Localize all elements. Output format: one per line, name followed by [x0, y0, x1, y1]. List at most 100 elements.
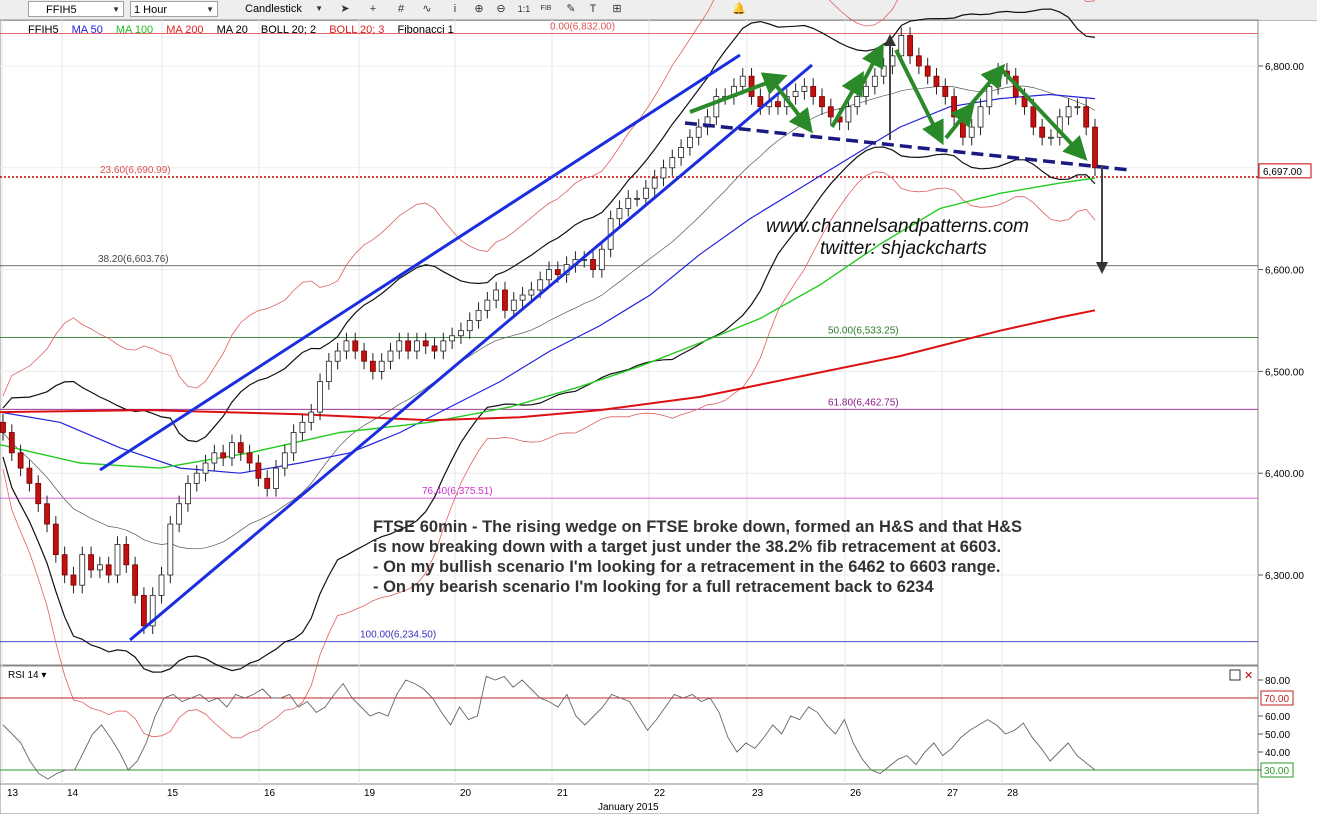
hs-arrow	[966, 63, 1006, 110]
indicator-symbol[interactable]: FFIH5	[28, 24, 59, 36]
candle-body	[880, 65, 887, 77]
watermark-text: www.channelsandpatterns.com	[766, 216, 1029, 237]
candle-body	[898, 35, 905, 57]
candle-body	[581, 259, 588, 261]
candle-body	[158, 574, 165, 596]
candle-body	[739, 75, 746, 87]
candle-body	[651, 177, 658, 189]
symbol-text: FFIH5	[46, 4, 77, 16]
candle-body	[634, 197, 640, 200]
indicator-fibonacci[interactable]: Fibonacci 1	[397, 24, 454, 36]
candle-body	[229, 442, 235, 459]
candle-body	[942, 85, 949, 97]
candle-body	[871, 75, 878, 87]
ruler-icon[interactable]: ⊞	[612, 3, 622, 15]
candle-body	[246, 452, 253, 464]
crosshair-icon[interactable]: +	[369, 3, 377, 15]
interval-selector[interactable]: 1 Hour ▼	[130, 1, 218, 17]
indicator-ma20[interactable]: MA 20	[216, 24, 248, 36]
candle-body	[70, 574, 77, 586]
x-tick-label: 28	[1007, 788, 1019, 799]
fibonacci-button[interactable]: FIB	[540, 5, 552, 12]
hs-arrow	[770, 78, 813, 134]
candle-body	[678, 147, 684, 159]
candle-body	[827, 106, 834, 118]
candle-body	[1083, 106, 1090, 128]
candle-body	[325, 360, 332, 382]
y-tick-label: 6,700.00	[1265, 164, 1304, 175]
line-tool-icon[interactable]: ∿	[422, 3, 432, 15]
candle-body	[968, 126, 975, 138]
scale-button[interactable]: 1:1	[517, 4, 531, 14]
candle-body	[933, 75, 940, 87]
chevron-down-icon: ▼	[315, 4, 323, 13]
candle-body	[546, 269, 552, 281]
candle-body	[466, 320, 473, 332]
watermark-text: twitter: shjackcharts	[820, 238, 987, 259]
candle-body	[748, 75, 755, 97]
fib-label: 50.00(6,533.25)	[828, 326, 899, 337]
zoom-out-icon[interactable]: ⊖	[496, 3, 506, 15]
candle-body	[537, 279, 544, 291]
indicator-ma100[interactable]: MA 100	[115, 24, 154, 36]
x-tick-label: 23	[752, 788, 764, 799]
candle-body	[757, 96, 764, 108]
indicator-boll3[interactable]: BOLL 20; 3	[329, 24, 385, 36]
y-tick-label: 6,600.00	[1265, 266, 1304, 277]
candle-body	[176, 503, 183, 525]
candle-body	[405, 340, 411, 352]
alert-icon[interactable]: 🔔	[732, 3, 746, 15]
zoom-in-icon[interactable]: ⊕	[474, 3, 484, 15]
hs-arrow	[894, 49, 944, 146]
hs-arrow	[689, 72, 788, 114]
candle-body	[528, 289, 535, 296]
y-tick-label: 6,300.00	[1265, 571, 1304, 582]
candle-body	[17, 452, 24, 469]
candle-body	[625, 197, 632, 209]
candle-body	[237, 442, 244, 454]
boll3-upper-line	[2, 0, 1096, 396]
indicator-ma50[interactable]: MA 50	[71, 24, 103, 36]
candle-body	[8, 432, 15, 454]
grid-icon[interactable]: #	[397, 3, 405, 15]
candle-body	[493, 289, 500, 301]
close-icon[interactable]: ✕	[1244, 670, 1253, 682]
candle-body	[924, 65, 931, 77]
candle-body	[281, 452, 288, 469]
candle-body	[792, 91, 799, 97]
candle-body	[563, 264, 570, 276]
info-icon[interactable]: i	[453, 3, 457, 15]
candle-body	[422, 340, 429, 347]
indicator-ma200[interactable]: MA 200	[166, 24, 204, 36]
candle-body	[484, 299, 491, 311]
fib-label: 76.40(6,375.51)	[422, 486, 493, 497]
text-icon[interactable]: T	[589, 3, 597, 15]
candle-body	[114, 544, 121, 576]
ma50-line	[0, 93, 1096, 474]
candle-body	[554, 269, 561, 276]
candle-body	[713, 96, 720, 118]
candle-body	[290, 432, 297, 454]
symbol-selector[interactable]: FFIH5 ▼	[28, 1, 124, 17]
cursor-icon[interactable]: ➤	[340, 3, 350, 15]
candle-body	[334, 350, 341, 362]
candle-body	[502, 289, 508, 311]
candle-body	[308, 411, 315, 423]
candle-body	[96, 564, 103, 571]
hs-arrow	[856, 42, 884, 93]
candle-body	[845, 106, 852, 123]
candle-body	[475, 309, 482, 321]
draw-icon[interactable]: ✎	[566, 3, 576, 15]
rsi-y-tick-label: 50.00	[1265, 730, 1290, 741]
candle-body	[431, 345, 438, 352]
chart-style-selector[interactable]: Candlestick ▼	[226, 1, 326, 17]
fib-label: 23.60(6,690.99)	[100, 165, 171, 176]
indicator-boll2[interactable]: BOLL 20; 2	[260, 24, 317, 36]
maximize-icon[interactable]	[1229, 669, 1241, 681]
annotation-line: - On my bearish scenario I'm looking for…	[373, 578, 934, 596]
candle-body	[185, 482, 191, 505]
candle-body	[519, 294, 526, 301]
fib-label: 100.00(6,234.50)	[360, 630, 436, 641]
candle-body	[704, 116, 711, 128]
